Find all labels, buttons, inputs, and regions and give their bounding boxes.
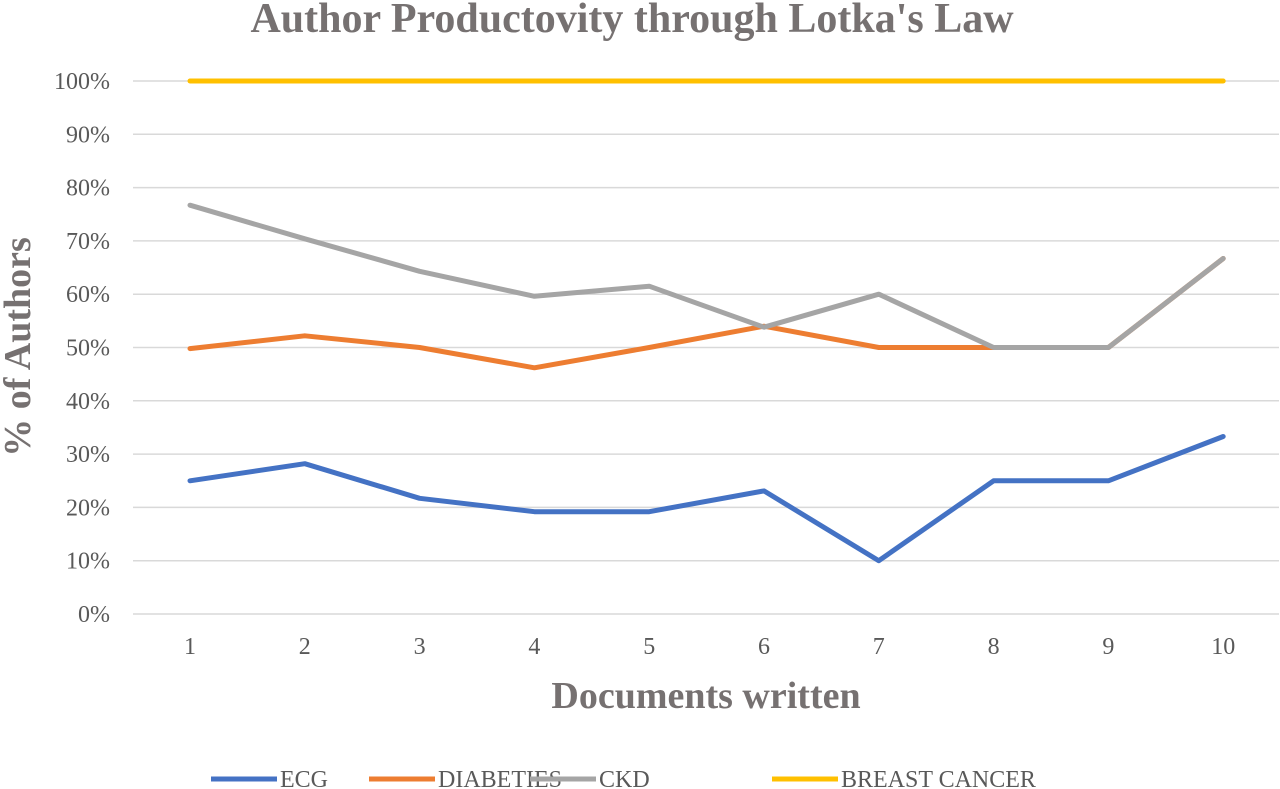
y-tick-label: 70% bbox=[66, 229, 110, 255]
y-tick-label: 90% bbox=[66, 122, 110, 148]
series-lines bbox=[187, 78, 1226, 564]
legend-label: ECG bbox=[280, 767, 328, 789]
y-axis-title: % of Authors bbox=[0, 237, 39, 457]
x-tick-label: 7 bbox=[873, 634, 885, 660]
x-tick-label: 2 bbox=[299, 634, 311, 660]
y-tick-label: 100% bbox=[54, 69, 110, 95]
y-tick-label: 20% bbox=[66, 495, 110, 521]
y-tick-label: 60% bbox=[66, 282, 110, 308]
x-tick-label: 1 bbox=[184, 634, 196, 660]
y-tick-label: 10% bbox=[66, 549, 110, 575]
x-tick-label: 8 bbox=[988, 634, 1000, 660]
x-tick-label: 3 bbox=[414, 634, 426, 660]
legend-item-diabeties: DIABETIES bbox=[369, 767, 562, 789]
y-tick-label: 40% bbox=[66, 389, 110, 415]
x-tick-label: 6 bbox=[758, 634, 770, 660]
x-axis-title: Documents written bbox=[551, 675, 860, 717]
chart-title: Author Productovity through Lotka's Law bbox=[250, 0, 1014, 42]
x-tick-label: 5 bbox=[643, 634, 655, 660]
legend-item-breast-cancer: BREAST CANCER bbox=[772, 767, 1036, 789]
y-tick-label: 80% bbox=[66, 176, 110, 202]
y-tick-label: 30% bbox=[66, 442, 110, 468]
y-tick-label: 50% bbox=[66, 336, 110, 362]
legend-label: DIABETIES bbox=[438, 767, 562, 789]
x-tick-label: 10 bbox=[1211, 634, 1235, 660]
y-axis-ticks: 0% 10% 20% 30% 40% 50% 60% 70% 80% 90% 100% bbox=[54, 69, 110, 628]
legend-label: CKD bbox=[599, 767, 650, 789]
series-line-diabeties bbox=[187, 256, 1226, 371]
x-tick-label: 9 bbox=[1102, 634, 1114, 660]
x-axis-ticks: 1 2 3 4 5 6 7 8 9 10 bbox=[184, 634, 1235, 660]
y-tick-label: 0% bbox=[78, 602, 110, 628]
legend: ECG DIABETIES CKD BREAST CANCER bbox=[211, 767, 1036, 789]
x-tick-label: 4 bbox=[528, 634, 540, 660]
legend-label: BREAST CANCER bbox=[841, 767, 1036, 789]
legend-item-ecg: ECG bbox=[211, 767, 328, 789]
series-line-ckd bbox=[187, 202, 1226, 350]
legend-item-ckd: CKD bbox=[530, 767, 650, 789]
series-line-ecg bbox=[187, 434, 1226, 564]
